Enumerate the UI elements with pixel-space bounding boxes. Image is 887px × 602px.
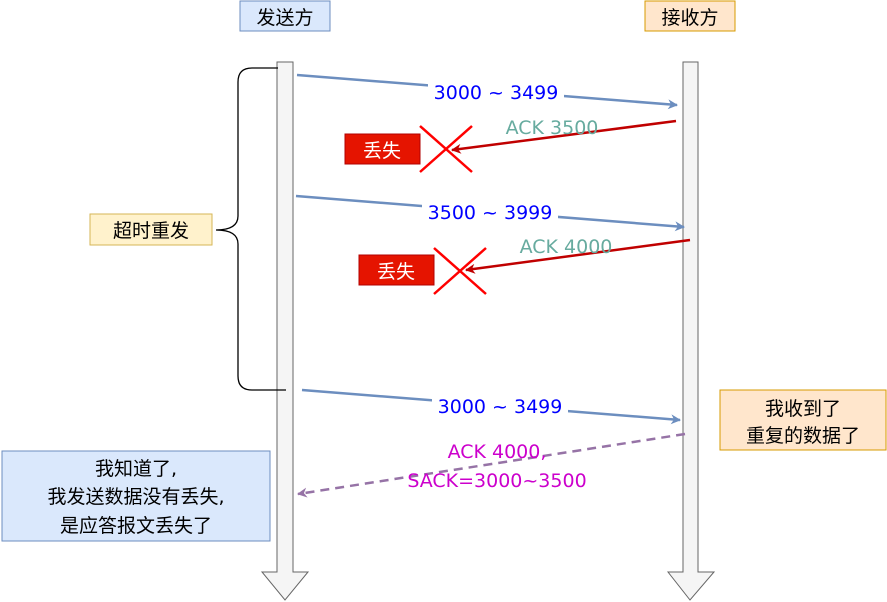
data-label-1: 3000 ~ 3499 bbox=[434, 82, 559, 104]
receiver-lifeline bbox=[666, 61, 716, 601]
receiver-note: 我收到了 重复的数据了 bbox=[719, 389, 887, 451]
svg-text:丢失: 丢失 bbox=[377, 261, 415, 283]
ack-label-1: ACK 3500 bbox=[506, 117, 599, 139]
ack-arrow-1 bbox=[451, 119, 677, 154]
svg-text:是应答报文丢失了: 是应答报文丢失了 bbox=[60, 515, 212, 537]
receiver-label: 接收方 bbox=[661, 7, 718, 29]
timeout-label-box: 超时重发 bbox=[89, 213, 213, 246]
lost-badge-2: 丢失 bbox=[358, 254, 435, 286]
svg-text:重复的数据了: 重复的数据了 bbox=[746, 425, 860, 447]
svg-text:我收到了: 我收到了 bbox=[765, 398, 841, 420]
sack-arrow bbox=[297, 432, 686, 498]
data-label-2: 3500 ~ 3999 bbox=[428, 202, 553, 224]
sender-lifeline bbox=[260, 61, 310, 601]
ack-arrow-2 bbox=[465, 238, 691, 274]
data-label-3: 3000 ~ 3499 bbox=[438, 396, 563, 418]
lost-badge-1: 丢失 bbox=[344, 133, 421, 165]
sender-label: 发送方 bbox=[256, 7, 313, 29]
svg-text:我知道了,: 我知道了, bbox=[95, 458, 177, 480]
timeout-brace bbox=[215, 67, 286, 391]
timeout-label: 超时重发 bbox=[113, 220, 189, 242]
receiver-header: 接收方 bbox=[644, 0, 736, 32]
lost-cross-icon bbox=[419, 125, 473, 173]
lost-cross-icon bbox=[433, 247, 487, 295]
svg-text:丢失: 丢失 bbox=[363, 140, 401, 162]
ack-label-2: ACK 4000 bbox=[520, 236, 613, 258]
sender-header: 发送方 bbox=[239, 0, 331, 32]
svg-text:我发送数据没有丢失,: 我发送数据没有丢失, bbox=[47, 486, 224, 508]
sack-label-line2: SACK=3000~3500 bbox=[407, 470, 586, 492]
sack-label-line1: ACK 4000, bbox=[448, 441, 547, 463]
sender-note: 我知道了, 我发送数据没有丢失, 是应答报文丢失了 bbox=[1, 450, 271, 542]
